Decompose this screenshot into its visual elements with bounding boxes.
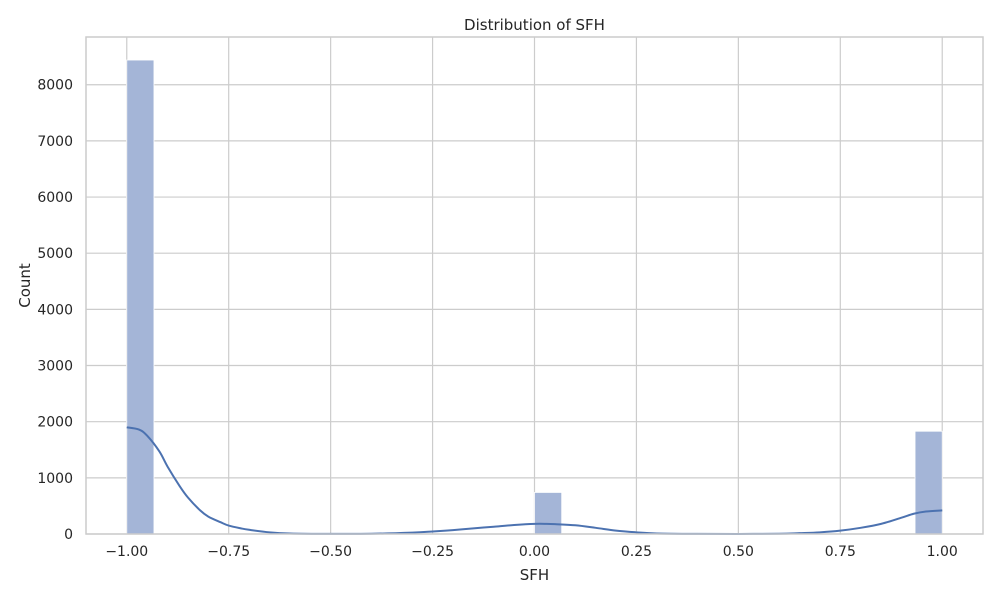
- x-axis-title: SFH: [520, 566, 549, 584]
- y-tick-label: 7000: [37, 134, 73, 150]
- x-tick-label: 0.25: [621, 544, 652, 560]
- y-tick-label: 4000: [37, 302, 73, 318]
- y-tick-label: 6000: [37, 190, 73, 206]
- x-tick-label: 1.00: [927, 544, 958, 560]
- histogram-bar-0: [126, 59, 155, 535]
- y-tick-label: 1000: [37, 471, 73, 487]
- kde-curve-group: [126, 426, 943, 535]
- chart-title: Distribution of SFH: [464, 16, 605, 34]
- y-tick-label: 5000: [37, 246, 73, 262]
- histogram-bar-1: [534, 492, 563, 535]
- x-tick-label: 0.00: [519, 544, 550, 560]
- kde-line: [126, 426, 943, 535]
- x-axis-ticks: −1.00 −0.75 −0.50 −0.25 0.00 0.25 0.50 0.75 1.00: [105, 544, 957, 560]
- x-tick-label: 0.75: [825, 544, 856, 560]
- x-tick-label: −0.50: [309, 544, 352, 560]
- y-axis-ticks: 0 1000 2000 3000 4000 5000 6000 7000 8000: [37, 78, 73, 543]
- y-tick-label: 0: [64, 527, 73, 543]
- y-tick-label: 3000: [37, 359, 73, 375]
- histogram-bar-2: [914, 430, 943, 535]
- x-tick-label: −1.00: [105, 544, 148, 560]
- y-tick-label: 8000: [37, 78, 73, 94]
- x-tick-label: −0.25: [411, 544, 454, 560]
- plot-frame: [85, 36, 984, 535]
- x-tick-label: 0.50: [723, 544, 754, 560]
- histogram-bars: [126, 59, 943, 535]
- x-tick-label: −0.75: [207, 544, 250, 560]
- y-axis-title: Count: [16, 263, 34, 308]
- y-tick-label: 2000: [37, 415, 73, 431]
